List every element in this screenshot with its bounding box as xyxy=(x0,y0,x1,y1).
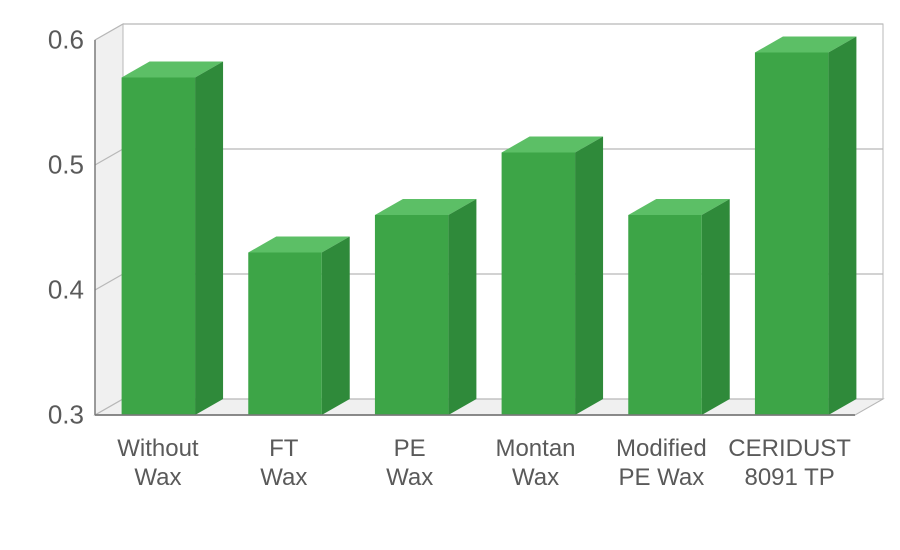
x-axis-labels: Without WaxFT WaxPE WaxMontan WaxModifie… xyxy=(95,435,855,493)
chart-stage xyxy=(95,40,855,415)
x-axis-category-label: Montan Wax xyxy=(473,435,599,493)
y-axis-tick-label: 0.3 xyxy=(48,400,84,431)
chart-container: 0.30.40.50.6 Without WaxFT WaxPE WaxMont… xyxy=(40,35,860,515)
y-axis-tick-label: 0.6 xyxy=(48,25,84,56)
x-axis-category-label: CERIDUST 8091 TP xyxy=(724,435,855,493)
x-axis-category-label: PE Wax xyxy=(347,435,473,493)
y-axis-tick-label: 0.5 xyxy=(48,150,84,181)
chart-svg xyxy=(95,40,885,433)
y-axis-labels: 0.30.40.50.6 xyxy=(40,35,90,420)
x-axis-category-label: Modified PE Wax xyxy=(598,435,724,493)
x-axis-category-label: FT Wax xyxy=(221,435,347,493)
x-axis-category-label: Without Wax xyxy=(95,435,221,493)
y-axis-tick-label: 0.4 xyxy=(48,275,84,306)
